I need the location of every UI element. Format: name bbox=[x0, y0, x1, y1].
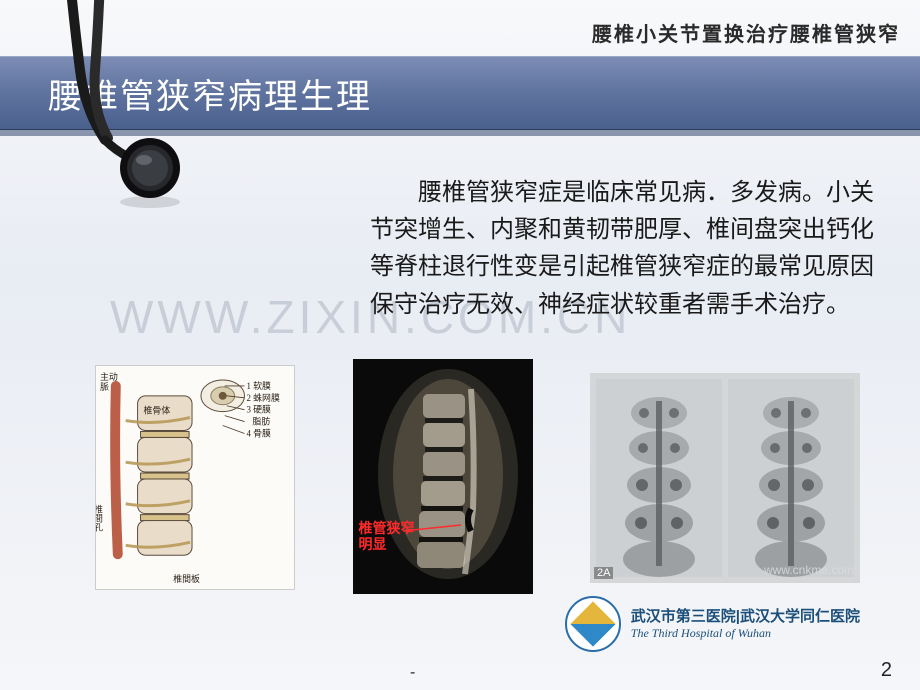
page-dash: - bbox=[410, 664, 415, 682]
anatomy-label-3: 3 硬膜 bbox=[246, 405, 271, 415]
anatomy-label-fat: 脂肪 bbox=[252, 416, 270, 427]
anatomy-label-2: 2 蛛网膜 bbox=[246, 392, 279, 403]
anatomy-label-4: 4 骨膜 bbox=[246, 428, 271, 438]
anatomy-label-1: 1 软膜 bbox=[246, 380, 271, 391]
mri-image: 椎管狭窄 明显 bbox=[353, 359, 533, 594]
page-number: 2 bbox=[881, 659, 892, 682]
xray-source-watermark: www.cnkme.com bbox=[764, 563, 854, 577]
header-subtitle: 腰椎小关节置换治疗腰椎管狭窄 bbox=[592, 18, 900, 47]
hospital-name-en: The Third Hospital of Wuhan bbox=[631, 626, 860, 640]
footer-logo-block: 武汉市第三医院|武汉大学同仁医院 The Third Hospital of W… bbox=[565, 596, 860, 652]
anatomy-label-aorta: 主动 bbox=[100, 371, 118, 382]
image-row: 1 软膜 2 蛛网膜 3 硬膜 脂肪 4 骨膜 主动 脈 椎骨体 椎間孔 椎間板 bbox=[95, 365, 860, 594]
hospital-logo-icon bbox=[565, 596, 621, 652]
anatomy-label-vertebra: 椎骨体 bbox=[144, 405, 171, 416]
xray-image: 2A www.cnkme.com bbox=[590, 373, 860, 583]
hospital-logo-text: 武汉市第三医院|武汉大学同仁医院 The Third Hospital of W… bbox=[631, 608, 860, 640]
hospital-name-cn: 武汉市第三医院|武汉大学同仁医院 bbox=[631, 608, 860, 626]
mri-annotation: 椎管狭窄 明显 bbox=[359, 522, 415, 554]
mri-annotation-line1: 椎管狭窄 bbox=[359, 522, 415, 537]
anatomy-illustration: 1 软膜 2 蛛网膜 3 硬膜 脂肪 4 骨膜 主动 脈 椎骨体 椎間孔 椎間板 bbox=[95, 365, 295, 590]
anatomy-label-foramen: 椎間孔 bbox=[96, 504, 103, 533]
stethoscope-decoration bbox=[0, 0, 220, 240]
mri-annotation-line2: 明显 bbox=[359, 538, 387, 553]
anatomy-label-disc: 椎間板 bbox=[173, 573, 200, 584]
anatomy-label-aorta2: 脈 bbox=[100, 381, 109, 392]
xray-tag: 2A bbox=[594, 567, 613, 579]
body-paragraph: 腰椎管狭窄症是临床常见病．多发病。小关节突增生、内聚和黄韧带肥厚、椎间盘突出钙化… bbox=[370, 175, 890, 324]
